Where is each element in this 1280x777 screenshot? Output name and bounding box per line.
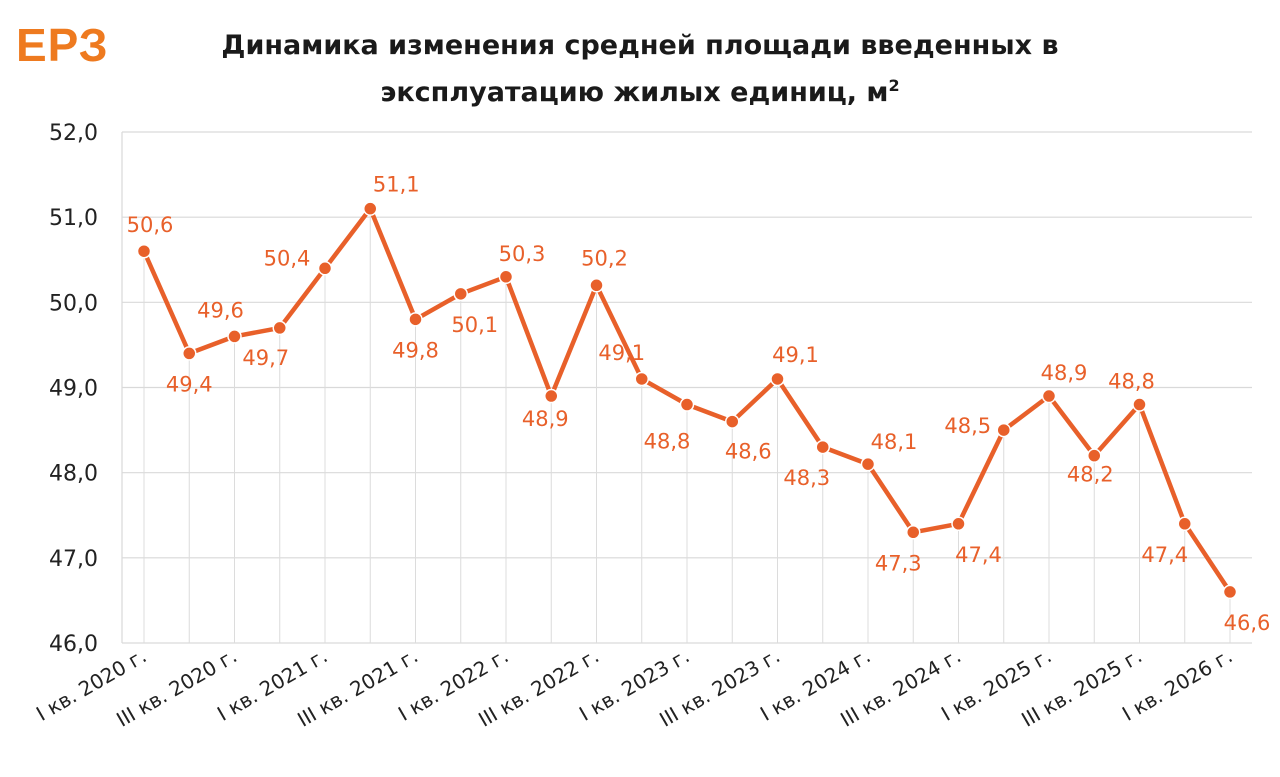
data-label: 50,6	[127, 213, 174, 237]
data-label: 47,3	[875, 551, 922, 575]
data-point	[634, 371, 649, 387]
title-line-2: эксплуатацию жилых единиц, м	[380, 77, 889, 108]
data-label: 48,9	[1041, 361, 1088, 385]
data-point	[1177, 516, 1192, 532]
data-point	[770, 371, 785, 387]
y-tick-label: 47,0	[49, 547, 98, 572]
data-point	[272, 320, 287, 336]
data-label: 50,4	[264, 246, 311, 270]
y-tick-label: 52,0	[49, 121, 98, 146]
data-point	[182, 346, 197, 361]
data-point	[906, 525, 921, 540]
y-tick-label: 50,0	[49, 291, 98, 316]
chart-title: Динамика изменения средней площади введе…	[160, 26, 1120, 113]
data-point	[1222, 584, 1238, 600]
data-label: 50,2	[581, 246, 628, 270]
data-point	[1041, 388, 1057, 404]
title-line-1: Динамика изменения средней площади введе…	[221, 30, 1059, 61]
data-label: 49,7	[242, 346, 289, 370]
data-label: 48,3	[783, 466, 830, 490]
data-label: 47,4	[1141, 543, 1188, 567]
data-point	[815, 439, 830, 455]
data-point	[589, 278, 604, 293]
data-label: 49,8	[392, 338, 439, 362]
data-label: 51,1	[373, 173, 420, 197]
data-point	[1087, 448, 1102, 463]
data-label: 49,6	[197, 298, 244, 322]
title-superscript: 2	[888, 76, 900, 95]
data-label: 50,3	[499, 242, 546, 266]
data-point	[679, 397, 695, 412]
data-label: 48,5	[944, 414, 991, 438]
data-point	[860, 456, 876, 472]
data-label: 48,9	[522, 407, 569, 431]
data-point	[1132, 397, 1147, 412]
y-tick-label: 46,0	[49, 632, 98, 657]
data-label: 49,1	[598, 341, 645, 365]
data-point	[363, 201, 378, 216]
data-point	[498, 269, 514, 285]
data-label: 48,1	[871, 430, 918, 454]
data-point	[227, 329, 242, 344]
y-tick-label: 49,0	[49, 377, 98, 402]
data-point	[544, 388, 559, 404]
data-point	[725, 414, 740, 429]
data-label: 49,4	[166, 372, 213, 396]
y-tick-label: 48,0	[49, 462, 98, 487]
data-label: 48,8	[644, 430, 691, 454]
data-label: 49,1	[772, 343, 819, 367]
erz-logo: ЕРЗ	[16, 19, 109, 71]
data-point	[408, 312, 423, 327]
data-point	[453, 286, 468, 302]
data-label: 48,6	[725, 440, 772, 464]
data-point	[317, 261, 333, 276]
data-label: 50,1	[451, 313, 498, 337]
data-point	[136, 243, 152, 259]
data-point	[951, 516, 966, 532]
data-label: 46,6	[1224, 611, 1271, 635]
y-tick-label: 51,0	[49, 206, 98, 231]
data-label: 48,2	[1067, 463, 1114, 487]
data-label: 48,8	[1108, 370, 1155, 394]
data-label: 47,4	[955, 543, 1002, 567]
data-point	[996, 422, 1011, 438]
